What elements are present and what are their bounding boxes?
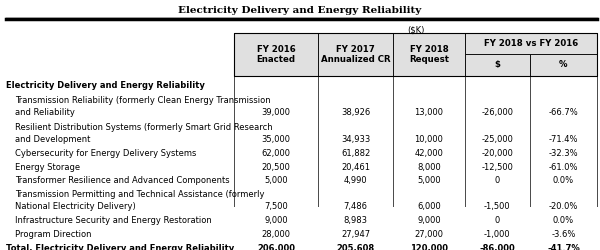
Text: 205,608: 205,608 bbox=[337, 244, 374, 250]
Text: 39,000: 39,000 bbox=[262, 108, 290, 117]
Text: $: $ bbox=[494, 60, 500, 69]
Bar bbox=[393, 33, 465, 76]
Text: 13,000: 13,000 bbox=[415, 108, 443, 117]
Text: Electricity Delivery and Energy Reliability: Electricity Delivery and Energy Reliabil… bbox=[6, 81, 205, 90]
Text: and Development: and Development bbox=[15, 135, 91, 144]
Text: 42,000: 42,000 bbox=[415, 149, 443, 158]
Text: -66.7%: -66.7% bbox=[548, 108, 578, 117]
Text: 0: 0 bbox=[495, 176, 500, 185]
Text: 20,461: 20,461 bbox=[341, 163, 370, 172]
Text: 61,882: 61,882 bbox=[341, 149, 370, 158]
Bar bbox=[465, 54, 530, 76]
Text: Transformer Resilience and Advanced Components: Transformer Resilience and Advanced Comp… bbox=[15, 176, 230, 185]
Text: 28,000: 28,000 bbox=[262, 230, 290, 239]
Text: -25,000: -25,000 bbox=[481, 135, 514, 144]
Text: -12,500: -12,500 bbox=[481, 163, 514, 172]
Text: -3.6%: -3.6% bbox=[551, 230, 575, 239]
Text: 4,990: 4,990 bbox=[344, 176, 367, 185]
Text: and Reliability: and Reliability bbox=[15, 108, 75, 117]
Text: 9,000: 9,000 bbox=[264, 216, 288, 226]
Text: -26,000: -26,000 bbox=[481, 108, 514, 117]
Text: Enacted: Enacted bbox=[257, 55, 296, 64]
Text: 120,000: 120,000 bbox=[410, 244, 448, 250]
Text: -61.0%: -61.0% bbox=[548, 163, 578, 172]
Text: 38,926: 38,926 bbox=[341, 108, 370, 117]
Text: 5,000: 5,000 bbox=[417, 176, 441, 185]
Text: %: % bbox=[559, 60, 568, 69]
Text: -1,000: -1,000 bbox=[484, 230, 511, 239]
Text: Electricity Delivery and Energy Reliability: Electricity Delivery and Energy Reliabil… bbox=[178, 6, 422, 15]
Text: FY 2017: FY 2017 bbox=[336, 45, 375, 54]
Text: -20,000: -20,000 bbox=[481, 149, 514, 158]
Text: 10,000: 10,000 bbox=[415, 135, 443, 144]
Text: Total, Electricity Delivery and Energy Reliability: Total, Electricity Delivery and Energy R… bbox=[6, 244, 234, 250]
Text: 20,500: 20,500 bbox=[262, 163, 290, 172]
Text: 62,000: 62,000 bbox=[262, 149, 290, 158]
Text: Energy Storage: Energy Storage bbox=[15, 163, 80, 172]
Text: -86,000: -86,000 bbox=[479, 244, 515, 250]
Bar bbox=[234, 33, 597, 76]
Text: 0.0%: 0.0% bbox=[553, 176, 574, 185]
Text: -20.0%: -20.0% bbox=[549, 202, 578, 211]
Text: 34,933: 34,933 bbox=[341, 135, 370, 144]
Text: Transmission Reliability (formerly Clean Energy Transmission: Transmission Reliability (formerly Clean… bbox=[15, 96, 271, 105]
Text: FY 2018 vs FY 2016: FY 2018 vs FY 2016 bbox=[484, 39, 578, 48]
Text: FY 2016: FY 2016 bbox=[257, 45, 295, 54]
Text: -71.4%: -71.4% bbox=[548, 135, 578, 144]
Text: Resilient Distribution Systems (formerly Smart Grid Research: Resilient Distribution Systems (formerly… bbox=[15, 123, 272, 132]
Text: Transmission Permitting and Technical Assistance (formerly: Transmission Permitting and Technical As… bbox=[15, 190, 265, 199]
Text: -32.3%: -32.3% bbox=[548, 149, 578, 158]
Text: 27,947: 27,947 bbox=[341, 230, 370, 239]
Text: -1,500: -1,500 bbox=[484, 202, 511, 211]
Bar bbox=[234, 33, 318, 76]
Text: 6,000: 6,000 bbox=[417, 202, 441, 211]
Text: 206,000: 206,000 bbox=[257, 244, 295, 250]
Text: Program Direction: Program Direction bbox=[15, 230, 91, 239]
Text: ($K): ($K) bbox=[407, 26, 424, 35]
Bar bbox=[318, 33, 393, 76]
Text: 35,000: 35,000 bbox=[262, 135, 290, 144]
Text: 7,486: 7,486 bbox=[343, 202, 367, 211]
Text: FY 2018: FY 2018 bbox=[410, 45, 448, 54]
Text: 27,000: 27,000 bbox=[415, 230, 443, 239]
Text: 9,000: 9,000 bbox=[417, 216, 441, 226]
Text: Request: Request bbox=[409, 55, 449, 64]
Bar bbox=[465, 33, 597, 54]
Text: 0.0%: 0.0% bbox=[553, 216, 574, 226]
Text: Cybersecurity for Energy Delivery Systems: Cybersecurity for Energy Delivery System… bbox=[15, 149, 196, 158]
Text: 8,983: 8,983 bbox=[343, 216, 367, 226]
Text: National Electricity Delivery): National Electricity Delivery) bbox=[15, 202, 136, 211]
Text: 8,000: 8,000 bbox=[417, 163, 441, 172]
Text: 5,000: 5,000 bbox=[264, 176, 288, 185]
Text: -41.7%: -41.7% bbox=[547, 244, 580, 250]
Text: 7,500: 7,500 bbox=[264, 202, 288, 211]
Text: Annualized CR: Annualized CR bbox=[320, 55, 391, 64]
Text: 0: 0 bbox=[495, 216, 500, 226]
Text: Infrastructure Security and Energy Restoration: Infrastructure Security and Energy Resto… bbox=[15, 216, 212, 226]
Bar bbox=[530, 54, 597, 76]
